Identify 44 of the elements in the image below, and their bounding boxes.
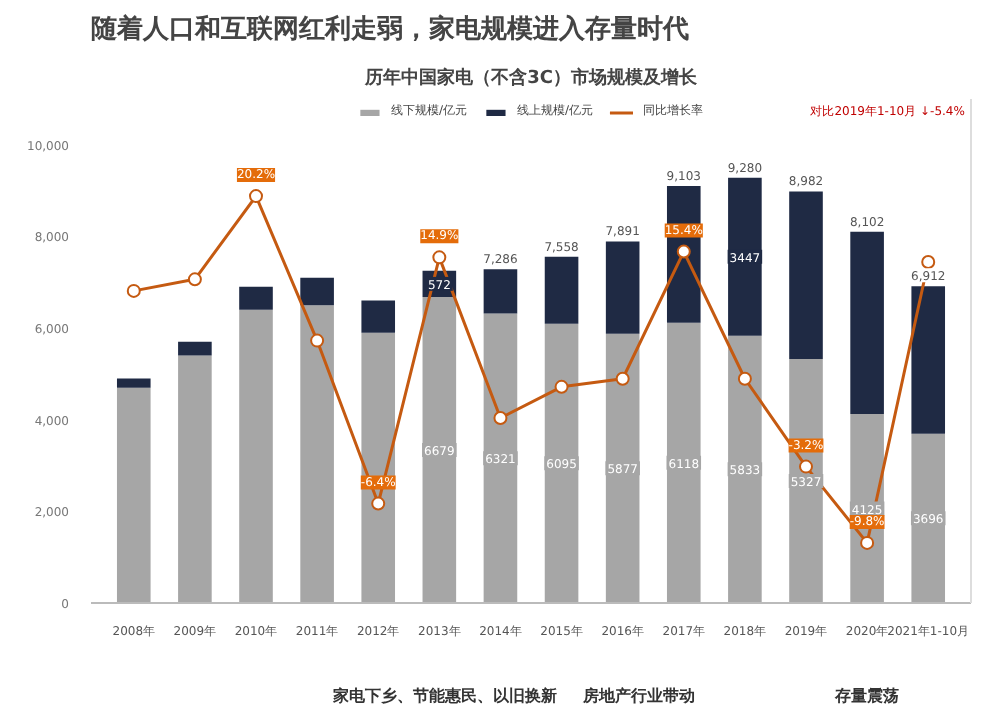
bar [116,378,151,388]
bar [911,286,946,434]
point [554,379,569,394]
bar [605,333,640,603]
bar [239,309,273,603]
point [737,371,752,386]
bar [728,177,762,336]
point [126,283,141,298]
text: 家电下乡、节能惠民、以旧换新 [331,685,557,705]
bar [605,241,640,334]
bar [666,322,701,603]
bar [483,269,518,314]
bar [911,433,946,603]
bar [300,305,334,603]
chart-title: 随着人口和互联网红利走弱，家电规模进入存量时代 [91,13,689,45]
bar [361,332,396,603]
bar [789,191,823,359]
point [799,459,813,474]
bar [178,341,212,356]
bar [728,335,762,603]
point [310,333,325,348]
chart-subtitle: 历年中国家电（不含3C）市场规模及增长 [363,67,699,89]
point [921,255,936,269]
point [860,535,875,550]
bar [361,300,396,333]
bar [239,286,273,310]
bar [422,296,457,603]
bar [789,358,823,603]
bar [483,313,518,603]
point [493,411,508,426]
point [187,272,202,287]
point [371,496,386,511]
bar [544,323,579,603]
bar [116,387,151,603]
point [615,371,630,386]
point [432,250,447,265]
bar [178,355,212,603]
bar [300,277,334,306]
bar [544,256,579,324]
text: 存量震荡 [833,687,900,705]
text: 房地产行业带动 [580,685,695,705]
point [249,189,263,204]
point [676,244,691,259]
bar [850,231,884,414]
